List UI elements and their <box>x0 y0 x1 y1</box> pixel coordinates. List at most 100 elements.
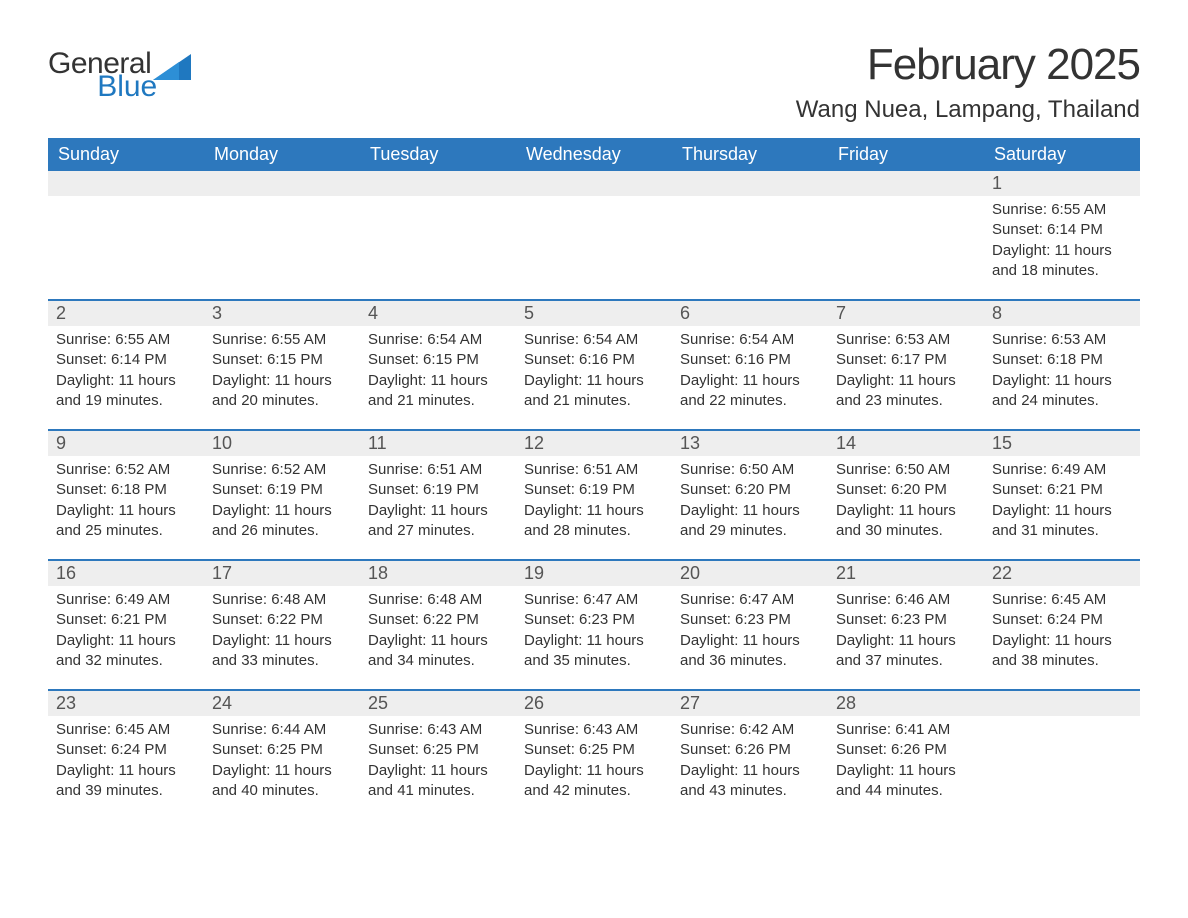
daylight-text-1: Daylight: 11 hours <box>836 631 976 651</box>
day-number: 3 <box>204 301 360 326</box>
month-title: February 2025 <box>796 40 1140 90</box>
day-header: Monday <box>204 138 360 171</box>
day-number: 12 <box>516 431 672 456</box>
day-cell: Sunrise: 6:46 AMSunset: 6:23 PMDaylight:… <box>828 586 984 671</box>
sunrise-text: Sunrise: 6:49 AM <box>992 460 1132 480</box>
daynum-strip: 232425262728 <box>48 691 1140 716</box>
daylight-text-2: and 27 minutes. <box>368 521 508 541</box>
daylight-text-1: Daylight: 11 hours <box>524 631 664 651</box>
daylight-text-2: and 43 minutes. <box>680 781 820 801</box>
sunset-text: Sunset: 6:14 PM <box>56 350 196 370</box>
calendar: SundayMondayTuesdayWednesdayThursdayFrid… <box>48 138 1140 801</box>
day-cell <box>204 196 360 281</box>
sunset-text: Sunset: 6:22 PM <box>368 610 508 630</box>
sunrise-text: Sunrise: 6:45 AM <box>992 590 1132 610</box>
daylight-text-2: and 32 minutes. <box>56 651 196 671</box>
week-body: Sunrise: 6:45 AMSunset: 6:24 PMDaylight:… <box>48 716 1140 801</box>
daylight-text-1: Daylight: 11 hours <box>56 761 196 781</box>
sunset-text: Sunset: 6:19 PM <box>212 480 352 500</box>
day-number: 28 <box>828 691 984 716</box>
daylight-text-1: Daylight: 11 hours <box>992 631 1132 651</box>
daylight-text-2: and 31 minutes. <box>992 521 1132 541</box>
header: General Blue February 2025 Wang Nuea, La… <box>48 40 1140 124</box>
week-body: Sunrise: 6:49 AMSunset: 6:21 PMDaylight:… <box>48 586 1140 671</box>
sunrise-text: Sunrise: 6:50 AM <box>836 460 976 480</box>
sunrise-text: Sunrise: 6:44 AM <box>212 720 352 740</box>
sunset-text: Sunset: 6:24 PM <box>992 610 1132 630</box>
sunset-text: Sunset: 6:14 PM <box>992 220 1132 240</box>
day-cell: Sunrise: 6:44 AMSunset: 6:25 PMDaylight:… <box>204 716 360 801</box>
daylight-text-2: and 21 minutes. <box>524 391 664 411</box>
day-cell: Sunrise: 6:43 AMSunset: 6:25 PMDaylight:… <box>360 716 516 801</box>
daylight-text-2: and 41 minutes. <box>368 781 508 801</box>
daylight-text-1: Daylight: 11 hours <box>680 761 820 781</box>
sunrise-text: Sunrise: 6:54 AM <box>368 330 508 350</box>
day-cell: Sunrise: 6:45 AMSunset: 6:24 PMDaylight:… <box>984 586 1140 671</box>
daylight-text-1: Daylight: 11 hours <box>212 631 352 651</box>
daylight-text-1: Daylight: 11 hours <box>992 501 1132 521</box>
day-cell: Sunrise: 6:41 AMSunset: 6:26 PMDaylight:… <box>828 716 984 801</box>
daylight-text-1: Daylight: 11 hours <box>56 631 196 651</box>
day-number: 13 <box>672 431 828 456</box>
day-header-row: SundayMondayTuesdayWednesdayThursdayFrid… <box>48 138 1140 171</box>
day-cell: Sunrise: 6:48 AMSunset: 6:22 PMDaylight:… <box>204 586 360 671</box>
sunset-text: Sunset: 6:21 PM <box>992 480 1132 500</box>
daylight-text-1: Daylight: 11 hours <box>524 371 664 391</box>
sunset-text: Sunset: 6:25 PM <box>212 740 352 760</box>
day-header: Thursday <box>672 138 828 171</box>
daylight-text-2: and 42 minutes. <box>524 781 664 801</box>
daylight-text-2: and 19 minutes. <box>56 391 196 411</box>
day-number: 26 <box>516 691 672 716</box>
daynum-strip: 1 <box>48 171 1140 196</box>
daylight-text-2: and 26 minutes. <box>212 521 352 541</box>
sunrise-text: Sunrise: 6:51 AM <box>524 460 664 480</box>
daylight-text-2: and 35 minutes. <box>524 651 664 671</box>
sunrise-text: Sunrise: 6:42 AM <box>680 720 820 740</box>
daylight-text-2: and 25 minutes. <box>56 521 196 541</box>
day-number: 25 <box>360 691 516 716</box>
week: 1Sunrise: 6:55 AMSunset: 6:14 PMDaylight… <box>48 171 1140 281</box>
daylight-text-2: and 38 minutes. <box>992 651 1132 671</box>
location: Wang Nuea, Lampang, Thailand <box>796 96 1140 124</box>
day-header: Friday <box>828 138 984 171</box>
week: 2345678Sunrise: 6:55 AMSunset: 6:14 PMDa… <box>48 299 1140 411</box>
daylight-text-1: Daylight: 11 hours <box>992 241 1132 261</box>
daylight-text-1: Daylight: 11 hours <box>524 761 664 781</box>
week-body: Sunrise: 6:52 AMSunset: 6:18 PMDaylight:… <box>48 456 1140 541</box>
daylight-text-2: and 39 minutes. <box>56 781 196 801</box>
daylight-text-1: Daylight: 11 hours <box>680 501 820 521</box>
day-number: 20 <box>672 561 828 586</box>
day-cell: Sunrise: 6:43 AMSunset: 6:25 PMDaylight:… <box>516 716 672 801</box>
day-number: 15 <box>984 431 1140 456</box>
sunrise-text: Sunrise: 6:51 AM <box>368 460 508 480</box>
day-cell: Sunrise: 6:47 AMSunset: 6:23 PMDaylight:… <box>516 586 672 671</box>
daynum-strip: 9101112131415 <box>48 431 1140 456</box>
day-cell: Sunrise: 6:49 AMSunset: 6:21 PMDaylight:… <box>984 456 1140 541</box>
sunset-text: Sunset: 6:19 PM <box>524 480 664 500</box>
day-cell: Sunrise: 6:55 AMSunset: 6:14 PMDaylight:… <box>48 326 204 411</box>
day-cell: Sunrise: 6:55 AMSunset: 6:15 PMDaylight:… <box>204 326 360 411</box>
day-cell: Sunrise: 6:53 AMSunset: 6:18 PMDaylight:… <box>984 326 1140 411</box>
day-number: 8 <box>984 301 1140 326</box>
daylight-text-2: and 24 minutes. <box>992 391 1132 411</box>
day-number: 24 <box>204 691 360 716</box>
sunset-text: Sunset: 6:26 PM <box>680 740 820 760</box>
sunset-text: Sunset: 6:26 PM <box>836 740 976 760</box>
title-block: February 2025 Wang Nuea, Lampang, Thaila… <box>796 40 1140 124</box>
daylight-text-2: and 36 minutes. <box>680 651 820 671</box>
day-cell: Sunrise: 6:50 AMSunset: 6:20 PMDaylight:… <box>828 456 984 541</box>
week: 9101112131415Sunrise: 6:52 AMSunset: 6:1… <box>48 429 1140 541</box>
day-number: 7 <box>828 301 984 326</box>
daylight-text-2: and 21 minutes. <box>368 391 508 411</box>
sunset-text: Sunset: 6:23 PM <box>680 610 820 630</box>
sunset-text: Sunset: 6:24 PM <box>56 740 196 760</box>
sunrise-text: Sunrise: 6:52 AM <box>56 460 196 480</box>
day-number <box>360 171 516 196</box>
day-number: 19 <box>516 561 672 586</box>
daylight-text-2: and 30 minutes. <box>836 521 976 541</box>
daylight-text-1: Daylight: 11 hours <box>524 501 664 521</box>
day-number <box>516 171 672 196</box>
sunrise-text: Sunrise: 6:45 AM <box>56 720 196 740</box>
daylight-text-2: and 37 minutes. <box>836 651 976 671</box>
sunrise-text: Sunrise: 6:41 AM <box>836 720 976 740</box>
